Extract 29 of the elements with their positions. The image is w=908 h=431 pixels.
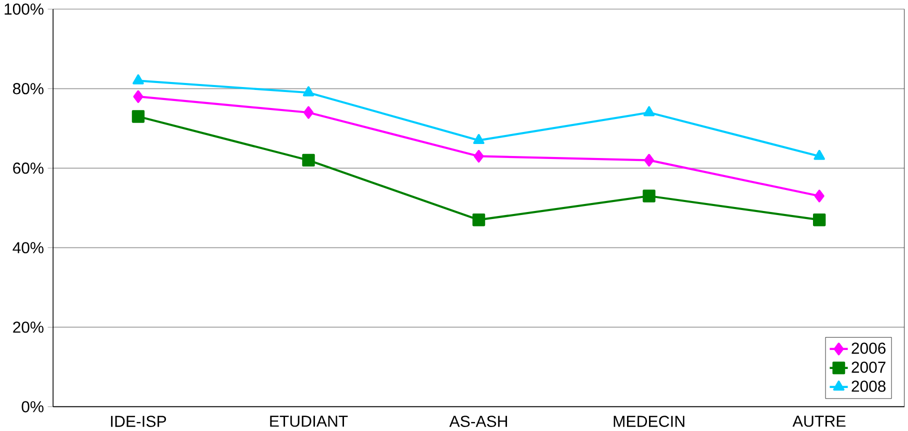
point (132, 74, 144, 85)
y-tick-label: 40% (12, 242, 44, 254)
point (132, 110, 145, 124)
x-tick-label: ETUDIANT (270, 416, 348, 428)
point (133, 90, 144, 104)
point (644, 154, 654, 167)
y-tick-label: 60% (13, 162, 44, 174)
point (472, 214, 486, 226)
point (813, 214, 826, 226)
point (643, 106, 655, 116)
point (642, 190, 656, 203)
point (474, 150, 484, 163)
point (814, 150, 825, 160)
x-tick-label: AUTRE (792, 416, 846, 428)
y-tick-label: 0% (22, 401, 44, 413)
legend-label: 2006 (852, 342, 886, 354)
point (473, 134, 484, 144)
y-tick-label: 100% (4, 4, 44, 15)
legend-label: 2008 (852, 380, 886, 392)
x-tick-label: MEDECIN (614, 416, 684, 428)
point (302, 86, 314, 97)
x-tick-label: IDE-ISP (111, 416, 166, 428)
y-tick-label: 80% (13, 83, 44, 94)
point (303, 106, 314, 120)
x-tick-label: AS-ASH (449, 416, 507, 428)
point (302, 154, 315, 167)
y-tick-label: 20% (13, 322, 44, 334)
legend-label: 2007 (852, 362, 886, 374)
point (814, 190, 824, 203)
